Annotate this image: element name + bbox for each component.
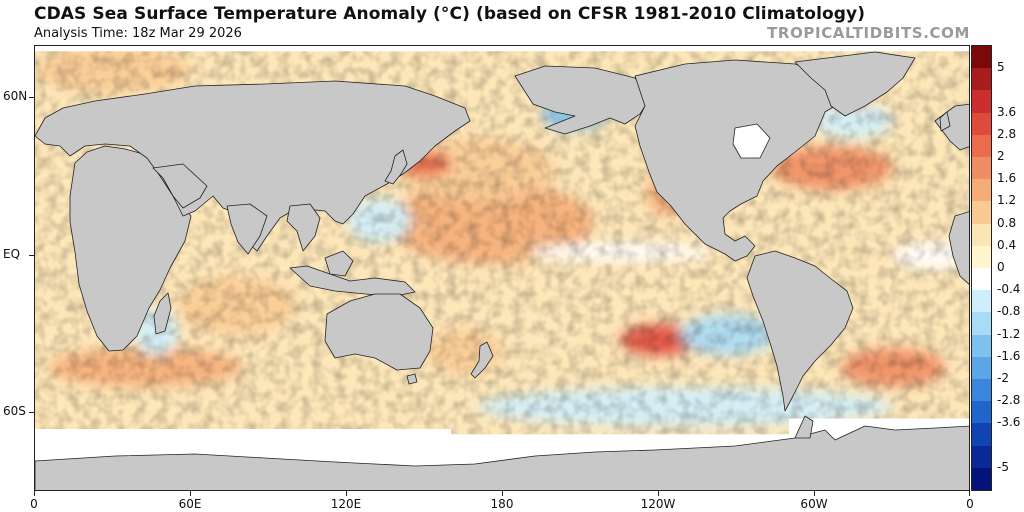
chart-title: CDAS Sea Surface Temperature Anomaly (°C… — [34, 4, 866, 24]
landmass-europe-asia — [35, 80, 471, 252]
colorbar-segment — [972, 312, 991, 336]
colorbar-segment — [972, 334, 991, 358]
colorbar-segment — [972, 46, 991, 69]
landmass-hudson-bay — [732, 123, 771, 159]
colorbar-segment — [972, 290, 991, 313]
lon-tick — [658, 491, 659, 496]
colorbar-label: 0 — [997, 260, 1005, 274]
landmass-madagascar — [153, 292, 172, 335]
ice-arctic-ice — [35, 46, 969, 52]
landmass-indochina — [286, 203, 321, 252]
landmass-greenland — [794, 51, 916, 117]
colorbar-label: -2.8 — [997, 393, 1021, 408]
lon-label-60w: 60W — [800, 497, 828, 511]
landmass-africa-west — [948, 211, 969, 285]
colorbar-label: -1.2 — [997, 326, 1021, 341]
lat-label-60s: 60S — [3, 404, 26, 419]
lon-label-120e: 120E — [330, 497, 362, 511]
sst-anomaly-map — [34, 45, 970, 491]
colorbar-segment — [972, 379, 991, 402]
lon-tick — [814, 491, 815, 496]
landmass-alaska — [514, 65, 651, 135]
colorbar-segment — [972, 245, 991, 269]
colorbar-segment — [972, 445, 991, 469]
landmass-new-zealand — [470, 341, 494, 379]
colorbar-label: -2 — [997, 371, 1009, 385]
colorbar-label: 1.6 — [997, 171, 1017, 186]
lon-label-120w: 120W — [640, 497, 676, 511]
colorbar-segment — [972, 467, 991, 491]
landmass-antarctic-peninsula — [794, 415, 814, 439]
lat-tick — [29, 412, 34, 414]
lat-label-60n: 60N — [3, 89, 28, 104]
lon-tick — [346, 491, 347, 496]
analysis-time: Analysis Time: 18z Mar 29 2026 — [34, 26, 242, 41]
colorbar-segment — [972, 201, 991, 225]
colorbar-segment — [972, 179, 991, 202]
colorbar-label: -3.6 — [997, 415, 1021, 430]
landmass-australia — [324, 293, 434, 371]
colorbar-segment — [972, 223, 991, 247]
lat-tick — [29, 254, 34, 256]
colorbar-segment — [972, 401, 991, 424]
colorbar-segment — [972, 268, 991, 291]
lon-tick — [190, 491, 191, 496]
colorbar-segment — [972, 90, 991, 114]
colorbar-label: 5 — [997, 60, 1005, 75]
colorbar-label: -1.6 — [997, 348, 1021, 363]
colorbar-label: 0.8 — [997, 215, 1017, 230]
landmass-japan — [384, 149, 408, 185]
colorbar — [971, 45, 992, 491]
colorbar-segment — [972, 68, 991, 91]
source-watermark[interactable]: TROPICALTIDBITS.COM — [767, 24, 970, 42]
landmass-south-america — [746, 250, 854, 412]
colorbar-label: 1.2 — [997, 193, 1017, 208]
colorbar-label: -0.8 — [997, 304, 1021, 319]
landmass-antarctica — [35, 425, 969, 490]
lon-label-60e: 60E — [178, 497, 202, 511]
colorbar-segment — [972, 423, 991, 447]
lon-tick — [969, 491, 970, 496]
colorbar-label: 0.4 — [997, 237, 1017, 252]
lon-label-180: 180 — [490, 497, 514, 511]
colorbar-label: -0.4 — [997, 282, 1021, 297]
colorbar-label: -5 — [997, 459, 1009, 474]
lon-label-0-end: 0 — [966, 497, 974, 511]
lon-tick — [34, 491, 35, 496]
lat-label-eq: EQ — [3, 246, 21, 261]
land-layer — [35, 51, 969, 490]
colorbar-segment — [972, 134, 991, 158]
colorbar-segment — [972, 112, 991, 136]
landmass-arabia — [152, 163, 208, 209]
lat-tick — [29, 97, 34, 99]
colorbar-label: 2.8 — [997, 126, 1017, 141]
landmass-indonesia — [289, 265, 416, 297]
lon-label-0: 0 — [30, 497, 38, 511]
colorbar-label: 2 — [997, 149, 1005, 163]
map-canvas — [35, 46, 969, 490]
landmass-india — [226, 203, 268, 255]
colorbar-label: 3.6 — [997, 104, 1017, 119]
colorbar-segment — [972, 157, 991, 180]
lon-tick — [502, 491, 503, 496]
landmass-uk — [939, 111, 951, 132]
colorbar-segment — [972, 356, 991, 380]
landmass-tasmania — [406, 373, 418, 385]
landmass-borneo — [324, 250, 354, 277]
